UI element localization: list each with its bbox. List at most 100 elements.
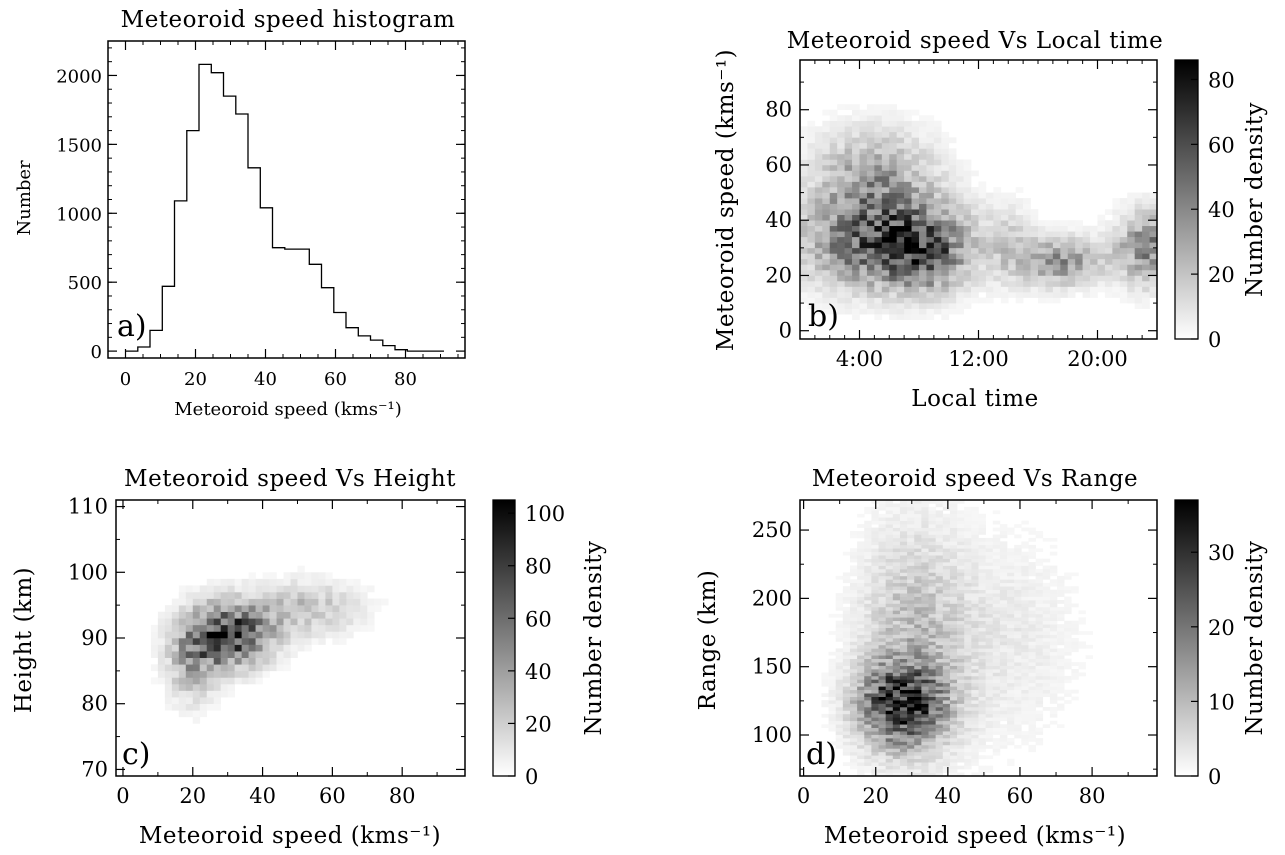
- d-density-cell: [878, 610, 886, 615]
- d-density-cell: [935, 548, 944, 553]
- d-density-cell: [985, 575, 994, 580]
- d-density-cell: [1007, 575, 1015, 580]
- d-density-cell: [899, 562, 908, 566]
- b-density-cell: [948, 176, 957, 182]
- b-density-cell: [985, 209, 994, 215]
- d-density-cell: [935, 720, 944, 725]
- b-density-cell: [985, 280, 994, 287]
- b-density-cell: [904, 170, 912, 177]
- d-density-cell: [1014, 603, 1022, 608]
- d-density-cell: [992, 748, 1001, 753]
- b-density-cell: [956, 164, 964, 171]
- c-density-cell: [199, 631, 208, 639]
- d-density-cell: [857, 675, 865, 680]
- d-density-cell: [1042, 569, 1051, 573]
- d-density-cell: [892, 655, 901, 659]
- b-density-cell: [926, 170, 935, 177]
- d-density-cell: [914, 603, 922, 608]
- c-density-cell: [199, 638, 208, 645]
- b-density-cell: [1142, 203, 1150, 210]
- c-density-cell: [206, 677, 215, 685]
- b-density-cell: [822, 164, 831, 171]
- b-density-cell: [926, 187, 935, 193]
- d-density-cell: [1007, 679, 1015, 684]
- d-density-cell: [914, 548, 922, 553]
- d-density-cell: [1049, 669, 1058, 673]
- d-density-cell: [985, 548, 994, 553]
- b-density-cell: [933, 192, 942, 199]
- d-density-cell: [957, 641, 965, 646]
- d-density-cell: [1021, 606, 1029, 611]
- d-density-cell: [942, 741, 951, 746]
- c-density-cell: [290, 624, 298, 632]
- d-density-cell: [978, 600, 986, 604]
- b-density-cell: [993, 198, 1002, 204]
- d-density-cell: [1042, 589, 1051, 594]
- b-density-cell: [1127, 253, 1135, 260]
- d-density-cell: [892, 713, 901, 718]
- d-density-cell: [978, 555, 986, 559]
- d-density-cell: [964, 672, 972, 677]
- d-density-cell: [985, 724, 994, 728]
- b-density-cell: [919, 187, 927, 193]
- d-density-cell: [871, 675, 879, 680]
- d-density-cell: [878, 500, 886, 504]
- b-density-cell: [822, 137, 831, 144]
- b-density-cell: [1045, 280, 1054, 287]
- d-density-cell: [899, 686, 908, 691]
- d-density-cell: [914, 758, 922, 763]
- d-density-cell: [864, 603, 872, 608]
- d-density-cell: [878, 675, 886, 680]
- d-density-cell: [907, 655, 915, 659]
- c-density-cell: [171, 690, 180, 698]
- d-density-cell: [914, 555, 922, 559]
- a-histogram-bin: [260, 208, 272, 351]
- b-density-cell: [814, 225, 823, 232]
- d-density-cell: [921, 627, 929, 632]
- b-density-cell: [1104, 269, 1113, 276]
- d-density-cell: [999, 669, 1008, 673]
- d-density-cell: [935, 500, 944, 504]
- b-density-cell: [971, 253, 979, 260]
- d-density-cell: [921, 710, 929, 715]
- d-density-cell: [849, 720, 858, 725]
- d-density-cell: [1028, 648, 1036, 653]
- d-density-cell: [1007, 551, 1015, 556]
- d-density-cell: [949, 548, 958, 553]
- d-density-cell: [907, 548, 915, 553]
- c-density-cell: [234, 611, 242, 619]
- b-density-cell: [1000, 275, 1009, 282]
- d-density-cell: [1007, 558, 1015, 563]
- b-density-cell: [904, 126, 912, 133]
- d-density-cell: [878, 586, 886, 590]
- b-density-cell: [948, 164, 957, 171]
- b-density-cell: [911, 297, 920, 304]
- d-density-cell: [907, 724, 915, 728]
- d-density-cell: [921, 720, 929, 725]
- d-density-cell: [1064, 651, 1072, 656]
- b-density-cell: [866, 236, 875, 243]
- d-density-cell: [864, 758, 872, 763]
- d-density-cell: [892, 503, 901, 508]
- d-density-cell: [921, 517, 929, 521]
- d-density-cell: [949, 765, 958, 770]
- d-density-cell: [857, 720, 865, 725]
- d-density-cell: [885, 589, 894, 594]
- b-density-cell: [1104, 247, 1113, 254]
- d-density-cell: [864, 720, 872, 725]
- d-density-cell: [871, 582, 879, 587]
- d-density-cell: [992, 675, 1001, 680]
- d-density-cell: [1028, 724, 1036, 728]
- d-density-cell: [964, 548, 972, 553]
- d-density-cell: [871, 727, 879, 732]
- b-density-cell: [948, 148, 957, 155]
- c-density-cell: [192, 605, 201, 613]
- b-density-cell: [948, 269, 957, 276]
- b-density-cell: [800, 181, 808, 188]
- d-density-cell: [957, 617, 965, 622]
- b-density-cell: [919, 131, 927, 138]
- c-density-cell: [248, 644, 256, 652]
- d-density-cell: [878, 762, 886, 766]
- b-density-cell: [814, 247, 823, 254]
- d-density-cell: [978, 665, 986, 670]
